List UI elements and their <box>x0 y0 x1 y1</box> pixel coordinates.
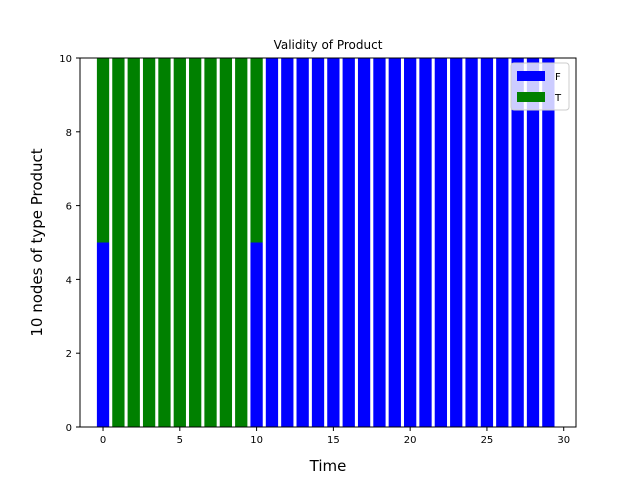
legend-swatch-F <box>517 71 545 81</box>
legend-swatch-T <box>517 92 545 102</box>
bar-F-13 <box>296 58 309 427</box>
bar-T-4 <box>158 58 171 427</box>
bar-F-20 <box>404 58 417 427</box>
bars-layer <box>96 58 555 427</box>
bar-F-24 <box>465 58 478 427</box>
x-axis: 0 5 10 15 20 25 30 <box>100 427 570 446</box>
x-tick-label: 5 <box>177 435 183 446</box>
bar-T-0 <box>96 58 110 243</box>
legend-label-T: T <box>554 93 562 104</box>
bar-T-3 <box>142 58 156 427</box>
bar-T-5 <box>173 58 186 427</box>
bar-F-14 <box>311 58 325 427</box>
y-tick-label: 4 <box>66 275 72 286</box>
bar-F-15 <box>327 58 340 427</box>
y-axis-label: 10 nodes of type Product <box>28 148 46 336</box>
bar-F-11 <box>265 58 279 427</box>
bar-T-2 <box>127 58 140 427</box>
bar-T-9 <box>235 58 248 427</box>
x-tick-label: 15 <box>327 435 340 446</box>
bar-T-1 <box>112 58 125 427</box>
x-tick-label: 0 <box>100 435 106 446</box>
y-tick-label: 2 <box>66 349 72 360</box>
bar-F-23 <box>450 58 463 427</box>
bar-F-26 <box>496 58 509 427</box>
y-tick-label: 10 <box>59 54 72 65</box>
bar-F-27 <box>511 58 524 427</box>
bar-F-0 <box>96 242 110 427</box>
bar-F-12 <box>281 58 294 427</box>
bar-F-29 <box>542 58 555 427</box>
x-tick-label: 20 <box>404 435 417 446</box>
y-tick-label: 8 <box>66 128 72 139</box>
bar-T-8 <box>219 58 233 427</box>
bar-F-10 <box>250 242 263 427</box>
y-tick-label: 6 <box>66 202 72 213</box>
plot-frame <box>79 57 577 428</box>
x-tick-label: 10 <box>250 435 263 446</box>
bar-F-21 <box>419 58 432 427</box>
chart-title: Validity of Product <box>274 38 383 52</box>
legend-label-F: F <box>555 72 561 83</box>
bar-F-25 <box>480 58 494 427</box>
x-axis-label: Time <box>309 457 347 475</box>
legend: FT <box>510 62 570 111</box>
bar-F-19 <box>388 58 401 427</box>
bar-F-16 <box>342 58 355 427</box>
bar-F-22 <box>434 58 448 427</box>
bar-T-6 <box>189 58 202 427</box>
y-axis: 0 2 4 6 8 10 <box>59 54 80 434</box>
bar-F-17 <box>357 58 371 427</box>
y-tick-label: 0 <box>66 423 72 434</box>
x-tick-label: 25 <box>481 435 494 446</box>
bar-F-18 <box>373 58 386 427</box>
bar-T-10 <box>250 58 263 243</box>
bar-T-7 <box>204 58 217 427</box>
bar-F-28 <box>526 58 540 427</box>
x-tick-label: 30 <box>557 435 570 446</box>
